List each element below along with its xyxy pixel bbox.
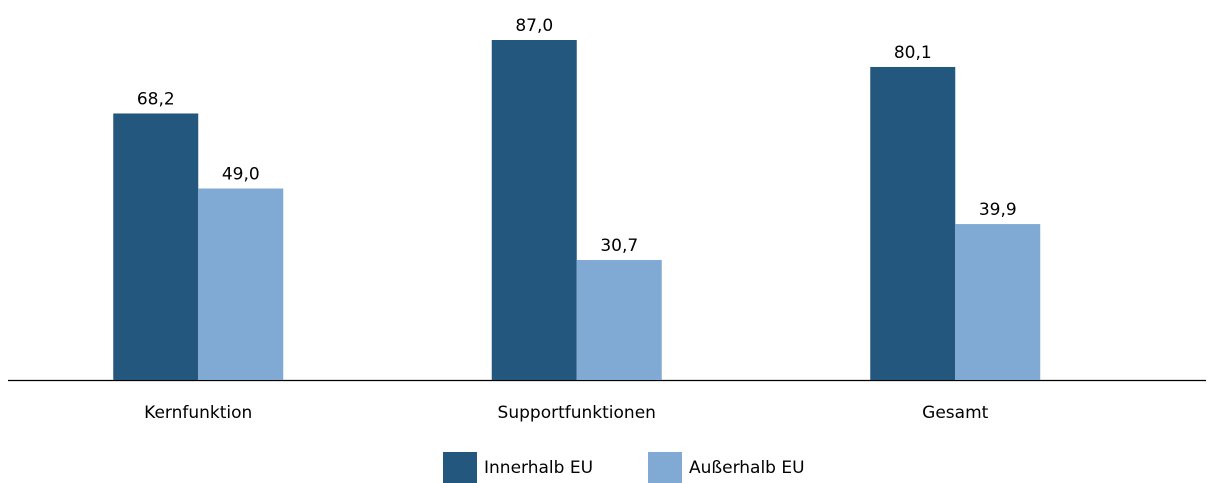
x-tick-label: Kernfunktion xyxy=(144,403,252,423)
bar xyxy=(113,113,199,381)
x-tick-label: Supportfunktionen xyxy=(498,403,656,423)
bar xyxy=(870,66,956,380)
legend-label: Innerhalb EU xyxy=(484,458,593,478)
value-label: 87,0 xyxy=(515,16,553,36)
bar xyxy=(955,224,1041,380)
bar xyxy=(491,40,577,380)
value-label: 30,7 xyxy=(600,236,638,256)
value-label: 80,1 xyxy=(894,43,932,63)
legend-label: Außerhalb EU xyxy=(689,458,805,478)
value-label: 39,9 xyxy=(979,200,1017,220)
value-label: 49,0 xyxy=(222,165,260,185)
legend-swatch xyxy=(443,452,477,483)
bar xyxy=(576,260,662,380)
x-tick-label: Gesamt xyxy=(922,403,988,423)
value-label: 68,2 xyxy=(137,89,175,109)
bar xyxy=(198,188,284,380)
legend-swatch xyxy=(648,452,682,483)
